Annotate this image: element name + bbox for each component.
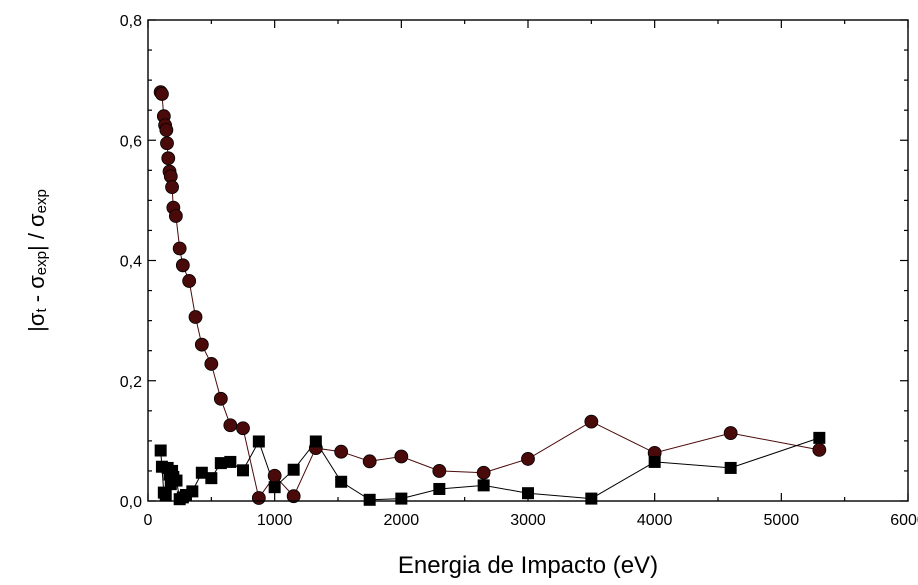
square-data-point bbox=[363, 493, 376, 506]
x-tick-label: 2000 bbox=[384, 512, 420, 529]
circle-data-point bbox=[194, 337, 209, 352]
y-title-sub-exp-2: exp bbox=[33, 189, 50, 213]
y-tick-label: 0,6 bbox=[120, 133, 142, 150]
circle-data-point bbox=[584, 414, 599, 429]
circle-data-point bbox=[521, 452, 535, 466]
square-data-point bbox=[205, 472, 218, 485]
circle-data-point bbox=[159, 123, 174, 137]
circle-data-point bbox=[723, 426, 738, 440]
x-tick-label: 5000 bbox=[764, 512, 800, 529]
y-tick-label: 0,2 bbox=[120, 374, 142, 391]
square-data-point bbox=[287, 463, 300, 476]
square-data-point bbox=[433, 482, 446, 495]
square-data-point bbox=[214, 457, 227, 470]
circle-data-point bbox=[812, 442, 827, 457]
y-title-sigma-exp: σ bbox=[24, 275, 49, 289]
square-data-point bbox=[268, 481, 281, 494]
x-tick-label: 1000 bbox=[257, 512, 293, 529]
circle-data-point bbox=[213, 391, 228, 406]
plot-area-frame bbox=[147, 19, 909, 502]
circle-data-point bbox=[223, 418, 238, 433]
circle-data-point bbox=[182, 274, 197, 288]
circle-data-point bbox=[188, 310, 203, 324]
square-data-point bbox=[585, 492, 598, 505]
svg-text:|σt - σexp| / σexp: |σt - σexp| / σexp bbox=[24, 189, 50, 332]
y-title-sub-exp: exp bbox=[33, 251, 50, 275]
square-data-point bbox=[522, 487, 534, 500]
circle-data-point bbox=[168, 209, 183, 223]
circle-data-point bbox=[160, 136, 174, 151]
y-tick-label: 0,0 bbox=[120, 494, 142, 511]
x-tick-label: 4000 bbox=[637, 512, 673, 529]
circle-data-point bbox=[476, 465, 491, 480]
circle-data-point bbox=[286, 489, 301, 504]
y-title-divide: / bbox=[24, 227, 49, 245]
axis-ticks bbox=[147, 19, 909, 502]
circle-data-point bbox=[251, 491, 266, 505]
data-markers bbox=[153, 85, 827, 506]
circle-data-point bbox=[432, 464, 447, 478]
y-title-minus: - bbox=[24, 289, 49, 309]
y-title-sigma-t: σ bbox=[24, 312, 49, 326]
circle-data-point bbox=[236, 421, 250, 436]
square-data-point bbox=[154, 444, 167, 457]
square-data-point bbox=[477, 479, 490, 492]
circle-data-point bbox=[204, 357, 219, 371]
y-tick-label: 0,8 bbox=[120, 13, 142, 30]
y-title-sub-t: t bbox=[33, 308, 50, 313]
square-data-point bbox=[813, 431, 826, 444]
circle-data-point bbox=[267, 468, 282, 483]
x-tick-label: 0 bbox=[144, 512, 153, 529]
square-data-point bbox=[309, 435, 322, 448]
y-title-sigma-exp-2: σ bbox=[24, 213, 49, 227]
square-data-point bbox=[186, 485, 199, 498]
square-data-point bbox=[335, 475, 348, 488]
circle-data-point bbox=[172, 241, 187, 256]
square-data-point bbox=[159, 489, 172, 502]
y-title-abs-close: | bbox=[24, 245, 49, 251]
circle-data-point bbox=[161, 151, 176, 166]
circle-data-point bbox=[165, 180, 179, 195]
x-axis-title: Energia de Impacto (eV) bbox=[398, 552, 658, 579]
y-axis-title: |σt - σexp| / σexp bbox=[24, 189, 50, 332]
y-title-abs-open: | bbox=[24, 326, 49, 332]
square-data-point bbox=[724, 461, 737, 474]
circle-data-point bbox=[394, 449, 409, 464]
square-data-point bbox=[252, 435, 265, 448]
square-data-point bbox=[648, 455, 661, 468]
square-data-point bbox=[195, 466, 208, 479]
square-data-point bbox=[224, 455, 237, 468]
square-data-point bbox=[395, 492, 408, 505]
circle-data-point bbox=[362, 454, 377, 469]
y-tick-label: 0,4 bbox=[120, 254, 142, 271]
square-data-point bbox=[170, 474, 183, 487]
circle-data-point bbox=[175, 258, 190, 273]
circle-data-point bbox=[155, 87, 169, 101]
square-data-point bbox=[237, 464, 249, 477]
x-tick-label: 3000 bbox=[510, 512, 546, 529]
circle-data-point bbox=[334, 444, 349, 459]
